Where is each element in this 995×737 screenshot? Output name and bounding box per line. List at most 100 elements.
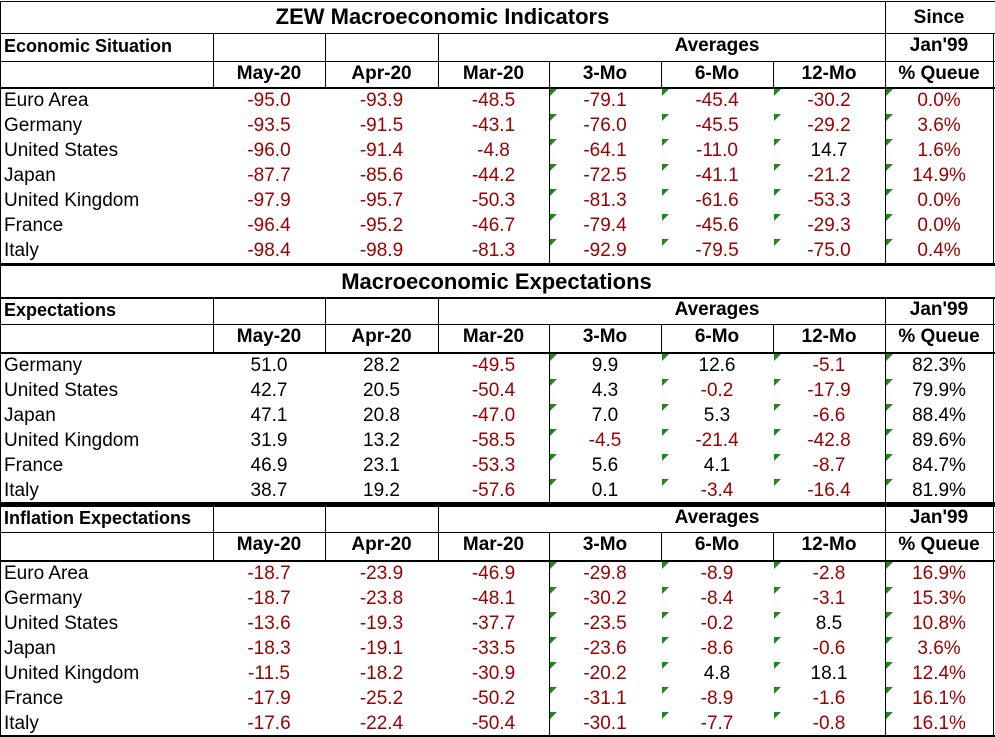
- table-cell: -8.9: [700, 688, 734, 709]
- table-cell: 10.8%: [912, 613, 966, 634]
- grid-line: [885, 561, 886, 736]
- cell-marker-icon: [886, 587, 893, 594]
- grid-line: [773, 532, 774, 561]
- row-label: Italy: [4, 713, 39, 734]
- table-cell: 89.6%: [912, 430, 966, 451]
- page-title: ZEW Macroeconomic Indicators: [275, 4, 610, 29]
- grid-line: [213, 33, 214, 88]
- cell-marker-icon: [886, 479, 893, 486]
- table-cell: -2.8: [812, 563, 846, 584]
- cell-marker-icon: [774, 379, 781, 386]
- jan-label: Jan'99: [909, 507, 969, 528]
- row-label: Japan: [4, 165, 56, 186]
- table-cell: -45.6: [695, 215, 739, 236]
- table-cell: -95.7: [359, 190, 404, 211]
- row-label: United Kingdom: [4, 663, 140, 684]
- cell-marker-icon: [550, 479, 557, 486]
- cell-marker-icon: [662, 712, 669, 719]
- table-cell: -79.5: [695, 240, 739, 261]
- cell-marker-icon: [886, 114, 893, 121]
- table-cell: 4.1: [703, 455, 731, 476]
- section-heading: Economic Situation: [4, 35, 173, 56]
- table-cell: -44.2: [471, 165, 516, 186]
- row-label: Italy: [4, 240, 39, 261]
- table-cell: -53.3: [807, 190, 851, 211]
- cell-marker-icon: [550, 404, 557, 411]
- cell-marker-icon: [774, 479, 781, 486]
- cell-marker-icon: [662, 114, 669, 121]
- table-cell: -91.4: [359, 140, 404, 161]
- cell-marker-icon: [774, 687, 781, 694]
- grid-line: [549, 353, 550, 503]
- table-cell: -98.4: [247, 240, 291, 261]
- column-header: May-20: [236, 63, 302, 84]
- cell-marker-icon: [550, 354, 557, 361]
- cell-marker-icon: [550, 612, 557, 619]
- cell-marker-icon: [774, 189, 781, 196]
- table-cell: -45.4: [695, 90, 739, 111]
- row-label: Italy: [4, 480, 39, 501]
- table-cell: -17.9: [807, 380, 851, 401]
- table-cell: 1.6%: [917, 140, 961, 161]
- grid-line: [0, 263, 995, 266]
- cell-marker-icon: [550, 712, 557, 719]
- column-header: Apr-20: [351, 326, 412, 347]
- table-cell: -3.4: [700, 480, 734, 501]
- grid-line: [0, 61, 995, 62]
- column-header: % Queue: [898, 534, 980, 555]
- table-cell: -95.2: [359, 215, 404, 236]
- grid-line: [325, 505, 326, 561]
- cell-marker-icon: [886, 164, 893, 171]
- table-cell: -37.7: [471, 613, 516, 634]
- table-cell: -0.8: [812, 713, 846, 734]
- table-cell: -30.9: [471, 663, 516, 684]
- column-header: 6-Mo: [694, 534, 740, 555]
- table-cell: -6.6: [812, 405, 846, 426]
- cell-marker-icon: [774, 89, 781, 96]
- column-header: 6-Mo: [694, 326, 740, 347]
- column-header: Mar-20: [462, 63, 525, 84]
- table-cell: 0.0%: [917, 90, 961, 111]
- cell-marker-icon: [550, 687, 557, 694]
- table-cell: 12.4%: [912, 663, 966, 684]
- table-cell: -4.8: [477, 140, 510, 161]
- row-label: United States: [4, 380, 119, 401]
- table-cell: 84.7%: [912, 455, 966, 476]
- grid-line: [325, 33, 326, 88]
- cell-marker-icon: [886, 139, 893, 146]
- table-cell: 81.9%: [912, 480, 966, 501]
- column-header: 3-Mo: [582, 63, 628, 84]
- cell-marker-icon: [886, 189, 893, 196]
- cell-marker-icon: [662, 637, 669, 644]
- table-cell: 18.1: [810, 663, 848, 684]
- cell-marker-icon: [550, 139, 557, 146]
- table-cell: -33.5: [471, 638, 516, 659]
- cell-marker-icon: [550, 189, 557, 196]
- row-label: France: [4, 215, 64, 236]
- grid-line: [213, 505, 214, 561]
- column-header: Mar-20: [462, 326, 525, 347]
- table-cell: -96.4: [247, 215, 291, 236]
- table-cell: -46.7: [471, 215, 516, 236]
- table-cell: 46.9: [250, 455, 288, 476]
- cell-marker-icon: [662, 379, 669, 386]
- cell-marker-icon: [774, 429, 781, 436]
- cell-marker-icon: [550, 114, 557, 121]
- cell-marker-icon: [886, 89, 893, 96]
- cell-marker-icon: [774, 612, 781, 619]
- cell-marker-icon: [662, 214, 669, 221]
- cell-marker-icon: [550, 429, 557, 436]
- table-cell: -3.1: [812, 588, 846, 609]
- table-cell: -96.0: [247, 140, 291, 161]
- grid-line: [885, 88, 886, 263]
- table-cell: -18.7: [247, 588, 291, 609]
- table-cell: -22.4: [359, 713, 404, 734]
- table-cell: -42.8: [807, 430, 851, 451]
- table-cell: 79.9%: [912, 380, 966, 401]
- row-label: United States: [4, 140, 119, 161]
- table-cell: -18.7: [247, 563, 291, 584]
- averages-label: Averages: [674, 507, 760, 528]
- table-cell: 88.4%: [912, 405, 966, 426]
- table-cell: 20.5: [363, 380, 400, 401]
